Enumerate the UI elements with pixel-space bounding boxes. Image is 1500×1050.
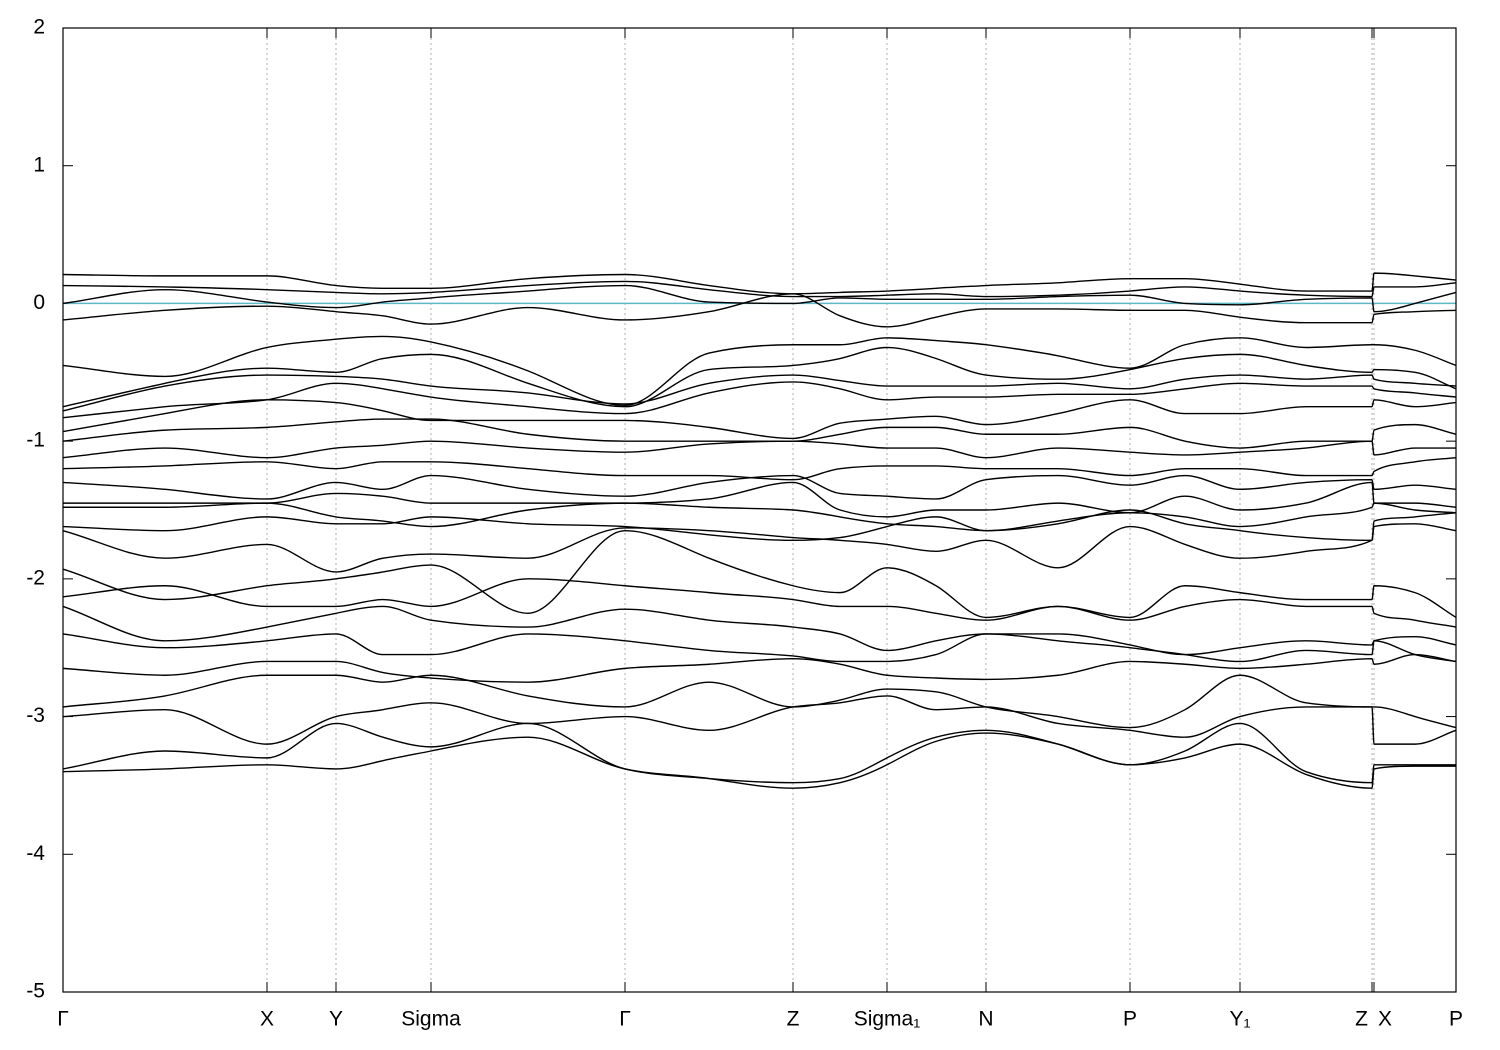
band bbox=[62, 523, 1457, 573]
band bbox=[62, 509, 1457, 541]
band bbox=[62, 284, 1457, 313]
band bbox=[62, 374, 1457, 412]
y-tick-label: 1 bbox=[33, 153, 45, 176]
x-tick-label: X bbox=[1378, 1008, 1392, 1031]
band bbox=[62, 418, 1457, 449]
band bbox=[62, 653, 1457, 683]
x-tick-label: P bbox=[1449, 1008, 1463, 1031]
band bbox=[63, 502, 1457, 532]
x-tick-label: Sigma₁ bbox=[854, 1008, 921, 1031]
band bbox=[62, 293, 1457, 328]
band bbox=[62, 722, 1456, 784]
x-tick-label: Y₁ bbox=[1229, 1008, 1250, 1031]
band bbox=[62, 346, 1457, 408]
band bbox=[62, 474, 1457, 500]
x-tick-label: Γ bbox=[619, 1008, 631, 1031]
y-tick-label: -2 bbox=[26, 566, 45, 589]
band bbox=[62, 529, 1457, 619]
y-tick-label: -5 bbox=[26, 980, 45, 1003]
band bbox=[62, 732, 1456, 789]
y-tick-label: -1 bbox=[26, 429, 45, 452]
x-tick-label: Sigma bbox=[401, 1008, 461, 1031]
band bbox=[62, 280, 1457, 298]
y-tick-label: 0 bbox=[33, 291, 45, 314]
band bbox=[62, 578, 1457, 628]
x-tick-label: Z bbox=[1355, 1008, 1368, 1031]
band bbox=[62, 272, 1457, 295]
x-tick-label: P bbox=[1123, 1008, 1137, 1031]
plot-frame bbox=[62, 27, 1457, 993]
y-tick-label: -3 bbox=[26, 704, 45, 727]
band bbox=[62, 399, 1457, 440]
x-tick-label: Y bbox=[329, 1008, 343, 1031]
x-tick-label: X bbox=[260, 1008, 274, 1031]
x-tick-label: N bbox=[978, 1008, 993, 1031]
band bbox=[62, 674, 1457, 729]
x-tick-label: Γ bbox=[57, 1008, 69, 1031]
band bbox=[62, 695, 1457, 745]
band bbox=[62, 381, 1457, 419]
band bbox=[62, 456, 1457, 481]
band bbox=[62, 633, 1457, 663]
band bbox=[63, 481, 1457, 518]
y-tick-label: 2 bbox=[33, 16, 45, 39]
band bbox=[62, 440, 1456, 459]
band bbox=[62, 335, 1457, 407]
y-tick-label: -4 bbox=[26, 842, 45, 865]
band bbox=[62, 605, 1457, 656]
x-tick-label: Z bbox=[787, 1008, 800, 1031]
